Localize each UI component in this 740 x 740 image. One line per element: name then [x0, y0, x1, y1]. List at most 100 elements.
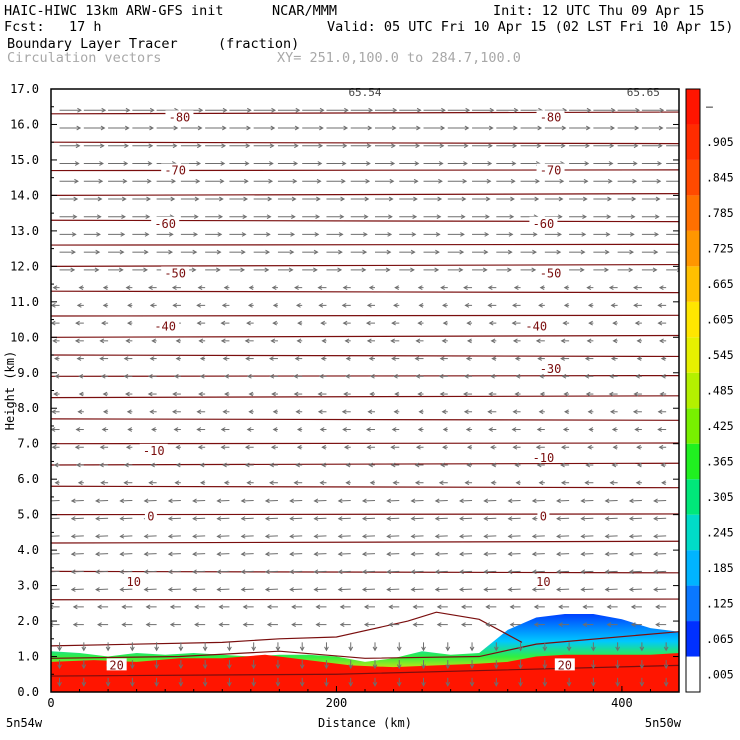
circulation-vector-head: [294, 143, 299, 149]
circulation-vector-head: [78, 285, 84, 290]
circulation-vector-head: [248, 409, 254, 415]
circulation-vector-head: [657, 303, 663, 308]
circulation-vector-head: [387, 232, 393, 237]
circulation-vector-head: [608, 161, 614, 166]
circulation-vector-head: [246, 373, 252, 379]
circulation-vector-head: [363, 214, 369, 220]
circulation-vector: [120, 535, 133, 537]
circulation-vector: [290, 553, 303, 555]
circulation-vector-head: [556, 516, 561, 521]
circulation-vector-head: [297, 320, 302, 326]
circulation-vector-head: [588, 320, 593, 326]
circulation-vector-head: [118, 267, 124, 273]
circulation-vector-head: [251, 664, 257, 670]
circulation-vector-head: [368, 285, 374, 290]
circulation-vector-head: [75, 320, 80, 326]
circulation-vector-head: [143, 569, 149, 575]
circulation-vector-head: [393, 373, 398, 379]
circulation-vector: [362, 517, 376, 520]
circulation-vector: [654, 517, 667, 520]
circulation-vector-head: [145, 214, 151, 220]
contour-label-bg: [161, 266, 190, 279]
circulation-vector-head: [70, 516, 76, 521]
circulation-vector-head: [221, 125, 227, 131]
circulation-vector-head: [610, 356, 616, 361]
circulation-vector: [362, 535, 376, 537]
circulation-vector-head: [313, 249, 319, 255]
circulation-vector-head: [294, 356, 300, 361]
circulation-vector-head: [535, 178, 540, 184]
circulation-vector-head: [465, 356, 471, 361]
circulation-vector-head: [272, 303, 278, 308]
circulation-vector-head: [74, 161, 80, 166]
circulation-vector-head: [604, 249, 610, 255]
circulation-vector-head: [604, 551, 610, 557]
circulation-vector-head: [149, 107, 155, 113]
circulation-vector: [51, 553, 60, 555]
circulation-vector-head: [124, 143, 129, 149]
circulation-vector-head: [119, 551, 125, 557]
circulation-vector-head: [366, 444, 372, 450]
circulation-vector-head: [215, 267, 221, 273]
contour-label-bg: [106, 658, 127, 671]
circulation-vector-head: [635, 373, 640, 379]
circulation-vector-head: [315, 214, 321, 220]
circulation-vector-head: [289, 498, 295, 504]
circulation-vector-head: [246, 427, 252, 432]
circulation-vector-head: [146, 196, 151, 202]
circulation-vector-head: [105, 646, 111, 652]
circulation-vector-head: [658, 125, 664, 131]
circulation-vector-head: [71, 232, 77, 237]
circulation-vector-head: [76, 125, 82, 131]
circulation-vector-head: [72, 214, 78, 220]
circulation-vector-head: [57, 682, 62, 687]
circulation-vector-head: [124, 462, 129, 468]
circulation-vector-head: [147, 391, 153, 397]
circulation-vector-head: [365, 320, 371, 326]
circulation-vector: [144, 570, 157, 573]
circulation-vector-head: [242, 214, 248, 220]
circulation-vector: [532, 588, 545, 591]
circulation-vector-head: [610, 107, 616, 113]
circulation-vector-head: [657, 143, 663, 149]
circulation-vector-head: [174, 480, 180, 486]
circulation-vector-head: [509, 622, 515, 627]
circulation-vector-head: [392, 107, 398, 113]
circulation-vector-head: [266, 604, 272, 610]
circulation-vector-head: [585, 143, 590, 149]
circulation-vector-head: [251, 646, 257, 652]
circulation-vector-head: [100, 373, 106, 379]
circulation-vector-head: [539, 285, 545, 290]
circulation-vector: [290, 588, 303, 591]
circulation-vector-head: [268, 356, 274, 361]
circulation-vector-head: [493, 646, 499, 652]
circulation-vector: [557, 553, 570, 555]
circulation-vector-head: [53, 391, 58, 397]
circulation-vector-head: [556, 249, 562, 255]
circulation-vector: [241, 553, 254, 555]
circulation-vector-head: [315, 622, 321, 627]
y-tick-label: 2.0: [17, 614, 39, 628]
circulation-vector-head: [393, 409, 399, 415]
circulation-vector-head: [414, 161, 420, 166]
circulation-vector-head: [466, 444, 472, 450]
circulation-vector-head: [490, 373, 495, 379]
circulation-vector-head: [663, 682, 669, 687]
circulation-vector-head: [143, 551, 149, 557]
circulation-vector-head: [129, 646, 135, 652]
circulation-vector-head: [513, 285, 519, 290]
circulation-vector: [629, 570, 642, 573]
circulation-vector-head: [366, 303, 372, 308]
circulation-vector-head: [99, 356, 105, 361]
circulation-vector-head: [289, 569, 295, 575]
circulation-vector-head: [71, 249, 76, 255]
circulation-vector-head: [122, 178, 128, 184]
isotherm-contour-line: [51, 395, 679, 399]
x-end-label-right: 5n50w: [645, 716, 682, 730]
circulation-vector-head: [386, 249, 392, 255]
x-axis-title: Distance (km): [318, 716, 412, 730]
circulation-vector: [144, 499, 157, 502]
circulation-vector-head: [167, 533, 173, 539]
circulation-vector-head: [580, 569, 586, 575]
circulation-vector-head: [628, 533, 634, 539]
